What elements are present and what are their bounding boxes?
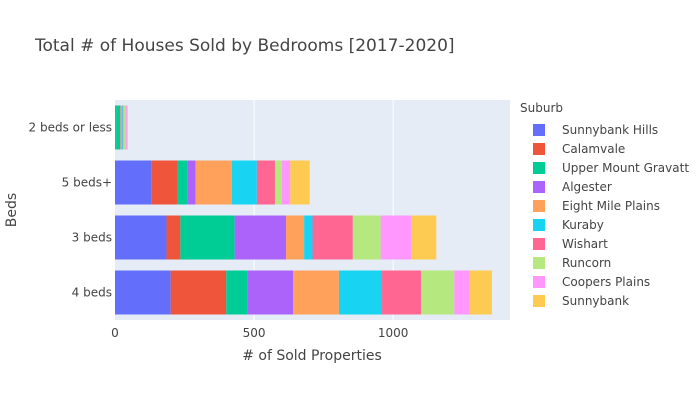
bar-segment[interactable] xyxy=(231,160,257,205)
x-tick-label: 0 xyxy=(111,326,119,340)
legend-swatch xyxy=(533,162,545,174)
bar-segment[interactable] xyxy=(293,270,339,315)
bar-segment[interactable] xyxy=(125,105,127,150)
bar-segment[interactable] xyxy=(312,215,353,260)
legend-swatch xyxy=(533,295,545,307)
bar-segment[interactable] xyxy=(247,270,294,315)
bar-segment[interactable] xyxy=(126,105,128,150)
bar-segment[interactable] xyxy=(274,160,282,205)
bar-segment[interactable] xyxy=(120,105,122,150)
bar-segment[interactable] xyxy=(281,160,291,205)
legend-item[interactable]: Sunnybank xyxy=(533,294,629,308)
legend-swatch xyxy=(533,200,545,212)
legend-label: Sunnybank xyxy=(562,294,629,308)
legend-swatch xyxy=(533,276,545,288)
legend-label: Sunnybank Hills xyxy=(562,123,658,137)
bar-segment[interactable] xyxy=(115,215,167,260)
bar-segment[interactable] xyxy=(151,160,178,205)
legend-label: Wishart xyxy=(562,237,608,251)
bar-segment[interactable] xyxy=(180,215,235,260)
bar-segment[interactable] xyxy=(115,270,171,315)
legend-label: Coopers Plains xyxy=(562,275,650,289)
bar-segment[interactable] xyxy=(304,215,313,260)
legend-item[interactable]: Kuraby xyxy=(533,218,604,232)
bar-segment[interactable] xyxy=(469,270,492,315)
legend-item[interactable]: Upper Mount Gravatt xyxy=(533,161,689,175)
legend-item[interactable]: Algester xyxy=(533,180,612,194)
legend-item[interactable]: Eight Mile Plains xyxy=(533,199,660,213)
x-axis-ticks: 0 500 1000 xyxy=(111,326,408,340)
bar-segment[interactable] xyxy=(123,105,126,150)
y-tick-label: 5 beds+ xyxy=(62,176,112,190)
bar-segment[interactable] xyxy=(187,160,196,205)
legend-item[interactable]: Runcorn xyxy=(533,256,611,270)
legend-swatch xyxy=(533,124,545,136)
bar-segment[interactable] xyxy=(454,270,470,315)
legend-label: Eight Mile Plains xyxy=(562,199,660,213)
legend-label: Calamvale xyxy=(562,142,625,156)
bar-segment[interactable] xyxy=(382,270,421,315)
bars-group xyxy=(115,105,492,315)
bar-segment[interactable] xyxy=(286,215,305,260)
x-axis-label: # of Sold Properties xyxy=(242,348,382,364)
bar-segment[interactable] xyxy=(122,105,124,150)
legend-label: Runcorn xyxy=(562,256,611,270)
y-axis-label: Beds xyxy=(4,193,20,227)
bar-segment[interactable] xyxy=(121,105,123,150)
legend-swatch xyxy=(533,143,545,155)
bar-segment[interactable] xyxy=(226,270,248,315)
legend-item[interactable]: Coopers Plains xyxy=(533,275,650,289)
legend-item[interactable]: Calamvale xyxy=(533,142,625,156)
legend[interactable]: Suburb Sunnybank Hills Calamvale Upper Mou… xyxy=(520,101,689,308)
legend-label: Algester xyxy=(562,180,612,194)
y-tick-label: 2 beds or less xyxy=(29,121,112,135)
bar-segment[interactable] xyxy=(352,215,381,260)
x-tick-label: 1000 xyxy=(378,326,409,340)
bar-segment[interactable] xyxy=(115,160,152,205)
x-tick-label: 500 xyxy=(243,326,266,340)
bar-segment[interactable] xyxy=(290,160,310,205)
bar-segment[interactable] xyxy=(170,270,227,315)
legend-swatch xyxy=(533,181,545,193)
bar-segment[interactable] xyxy=(338,270,383,315)
legend-label: Upper Mount Gravatt xyxy=(562,161,689,175)
y-tick-label: 4 beds xyxy=(72,286,112,300)
bar-segment[interactable] xyxy=(420,270,455,315)
legend-label: Kuraby xyxy=(562,218,604,232)
bar-segment[interactable] xyxy=(115,105,116,150)
legend-title: Suburb xyxy=(520,101,563,115)
legend-swatch xyxy=(533,238,545,250)
bar-segment[interactable] xyxy=(234,215,287,260)
bar-segment[interactable] xyxy=(256,160,275,205)
bar-segment[interactable] xyxy=(116,105,121,150)
legend-item[interactable]: Sunnybank Hills xyxy=(533,123,658,137)
y-tick-label: 3 beds xyxy=(72,231,112,245)
y-axis-ticks: 4 beds 3 beds 5 beds+ 2 beds or less xyxy=(29,121,112,300)
bar-segment[interactable] xyxy=(166,215,181,260)
bar-segment[interactable] xyxy=(177,160,188,205)
legend-swatch xyxy=(533,219,545,231)
chart-title: Total # of Houses Sold by Bedrooms [2017… xyxy=(34,36,455,56)
bar-segment[interactable] xyxy=(380,215,412,260)
bar-segment[interactable] xyxy=(411,215,437,260)
legend-item[interactable]: Wishart xyxy=(533,237,608,251)
legend-swatch xyxy=(533,257,545,269)
bar-segment[interactable] xyxy=(195,160,232,205)
